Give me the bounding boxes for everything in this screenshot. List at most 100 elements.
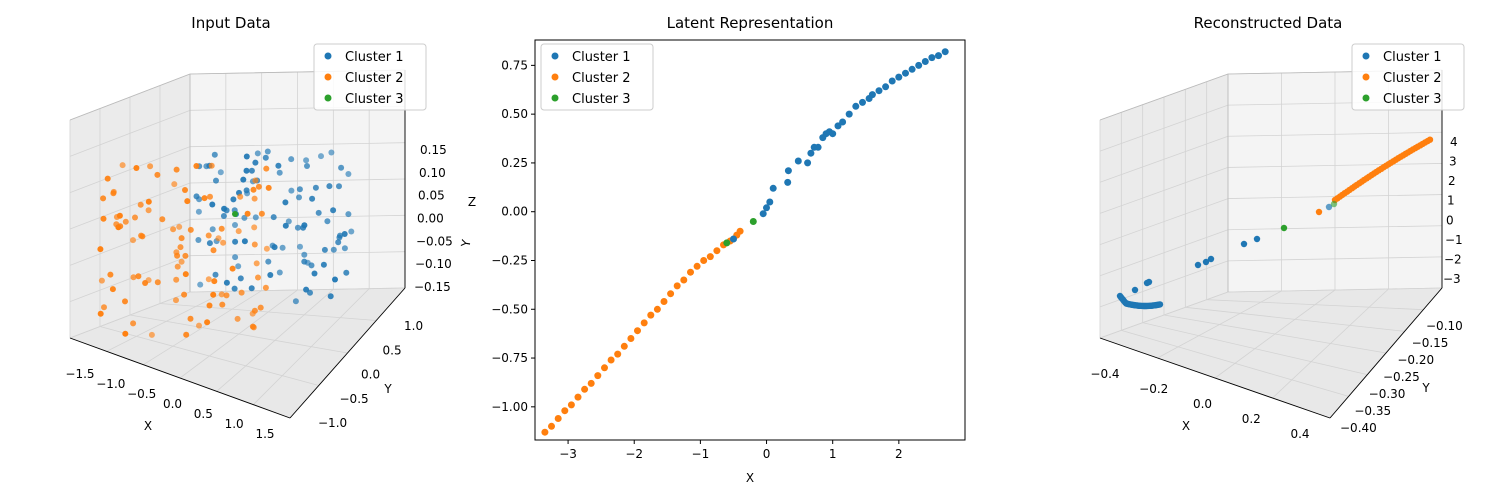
- legend-marker: [1362, 52, 1370, 60]
- cluster1-point: [309, 195, 316, 202]
- cluster2-point: [181, 291, 188, 298]
- cluster1-point: [232, 254, 239, 261]
- cluster2-point: [574, 393, 582, 401]
- cluster1-point: [868, 91, 876, 99]
- cluster2-point: [100, 195, 107, 202]
- x-tick-label: −1: [692, 447, 710, 461]
- cluster2-point: [607, 356, 615, 364]
- z-tick-label: 4: [1450, 135, 1458, 149]
- panel-input-data: Input Data−1.5−1.0−0.50.00.51.01.5X −1.0−…: [65, 14, 476, 441]
- cluster2-point: [257, 304, 264, 311]
- cluster1-point: [303, 286, 310, 293]
- grid-line: [1121, 329, 1349, 397]
- z-tick-label: −0.05: [416, 234, 453, 248]
- cluster2-point: [178, 258, 185, 265]
- legend-label-cluster-3: Cluster 3: [1383, 92, 1442, 107]
- grid-line: [1185, 306, 1405, 332]
- cluster2-point: [193, 163, 200, 169]
- cluster1-point: [834, 122, 842, 130]
- cluster1-point: [336, 183, 342, 190]
- cluster1-point: [275, 162, 282, 169]
- x-tick-label: 0.0: [1193, 397, 1212, 411]
- grid-line: [1163, 314, 1387, 354]
- cluster1-point: [759, 210, 767, 218]
- cluster3-point: [1280, 224, 1288, 232]
- y-axis-line: [289, 287, 406, 419]
- cluster1-point: [252, 159, 259, 166]
- cluster1-point: [345, 171, 352, 177]
- cluster1-point: [301, 251, 308, 258]
- legend-marker: [551, 73, 559, 81]
- cluster2-point: [145, 198, 152, 205]
- x-tick-label: −0.4: [1090, 367, 1119, 381]
- grid-line: [189, 178, 406, 184]
- cluster2-point: [130, 237, 136, 244]
- cluster2-point: [115, 224, 122, 231]
- grid-line: [1099, 135, 1229, 183]
- cluster2-point: [647, 311, 655, 319]
- z-tick-label: −0.10: [415, 257, 452, 271]
- x-tick-label: −1.0: [96, 377, 125, 391]
- cluster1-point: [859, 98, 866, 106]
- z-tick-label: 0.00: [417, 212, 444, 226]
- cluster1-point: [1156, 301, 1164, 308]
- cluster2-point: [154, 171, 161, 178]
- cluster1-point: [243, 153, 250, 160]
- y-tick-label: −0.20: [1397, 353, 1434, 367]
- cluster2-point: [601, 364, 608, 372]
- cluster1-point: [209, 201, 216, 208]
- x-tick-label: 1.0: [225, 417, 244, 431]
- cluster2-point: [208, 162, 215, 169]
- cluster2-point: [235, 228, 242, 235]
- cluster1-point: [875, 87, 883, 95]
- cluster1-point: [337, 232, 343, 239]
- cluster1-point: [852, 102, 860, 110]
- cluster1-point: [296, 194, 302, 201]
- cluster2-point: [215, 235, 222, 242]
- cluster2-point: [97, 246, 104, 253]
- cluster2-point: [113, 214, 120, 220]
- cluster1-point: [241, 238, 248, 245]
- x-tick-label: 1.5: [255, 427, 274, 441]
- cluster1-point: [288, 156, 295, 163]
- chart-title: Reconstructed Data: [1194, 14, 1343, 32]
- cluster2-point: [145, 277, 152, 284]
- x-tick-label: −3: [559, 447, 577, 461]
- cluster1-point: [276, 169, 283, 176]
- grid-line: [1227, 163, 1443, 168]
- y-tick-label: 0.25: [501, 156, 528, 170]
- cluster1-point: [882, 83, 890, 91]
- cluster2-point: [109, 286, 116, 293]
- legend-label-cluster-1: Cluster 1: [345, 50, 404, 65]
- cluster2-point: [581, 385, 589, 393]
- cluster1-point: [335, 239, 342, 246]
- cluster1-point: [330, 207, 337, 214]
- cluster1-point: [212, 271, 219, 278]
- cluster1-point: [348, 228, 355, 235]
- cluster1-point: [209, 226, 216, 233]
- legend-label-cluster-1: Cluster 1: [1383, 50, 1442, 65]
- grid-line: [1142, 322, 1368, 376]
- x-tick-label: 0: [763, 447, 771, 461]
- cluster2-point: [653, 305, 661, 313]
- legend-marker: [324, 52, 332, 60]
- x-tick-label: −0.5: [127, 387, 156, 401]
- cluster2-point: [173, 166, 180, 173]
- cluster3-point: [232, 211, 238, 217]
- cluster1-point: [341, 231, 348, 237]
- cluster2-point: [220, 239, 227, 246]
- cluster1-point: [195, 237, 202, 243]
- z-tick-label: 0.15: [420, 143, 447, 157]
- cluster2-point: [250, 186, 257, 193]
- z-axis-label: Z: [468, 195, 476, 209]
- y-axis-label-overlap: Y: [458, 238, 473, 249]
- cluster1-point: [328, 149, 335, 156]
- cluster2-point: [130, 320, 137, 327]
- y-tick-label: 1.0: [404, 319, 423, 333]
- z-tick-label: −2: [1444, 252, 1462, 266]
- cluster2-point: [736, 227, 744, 235]
- cluster2-point: [122, 298, 128, 305]
- cluster1-point: [332, 276, 338, 283]
- cluster1-point: [240, 176, 247, 183]
- grid-line: [1099, 229, 1229, 277]
